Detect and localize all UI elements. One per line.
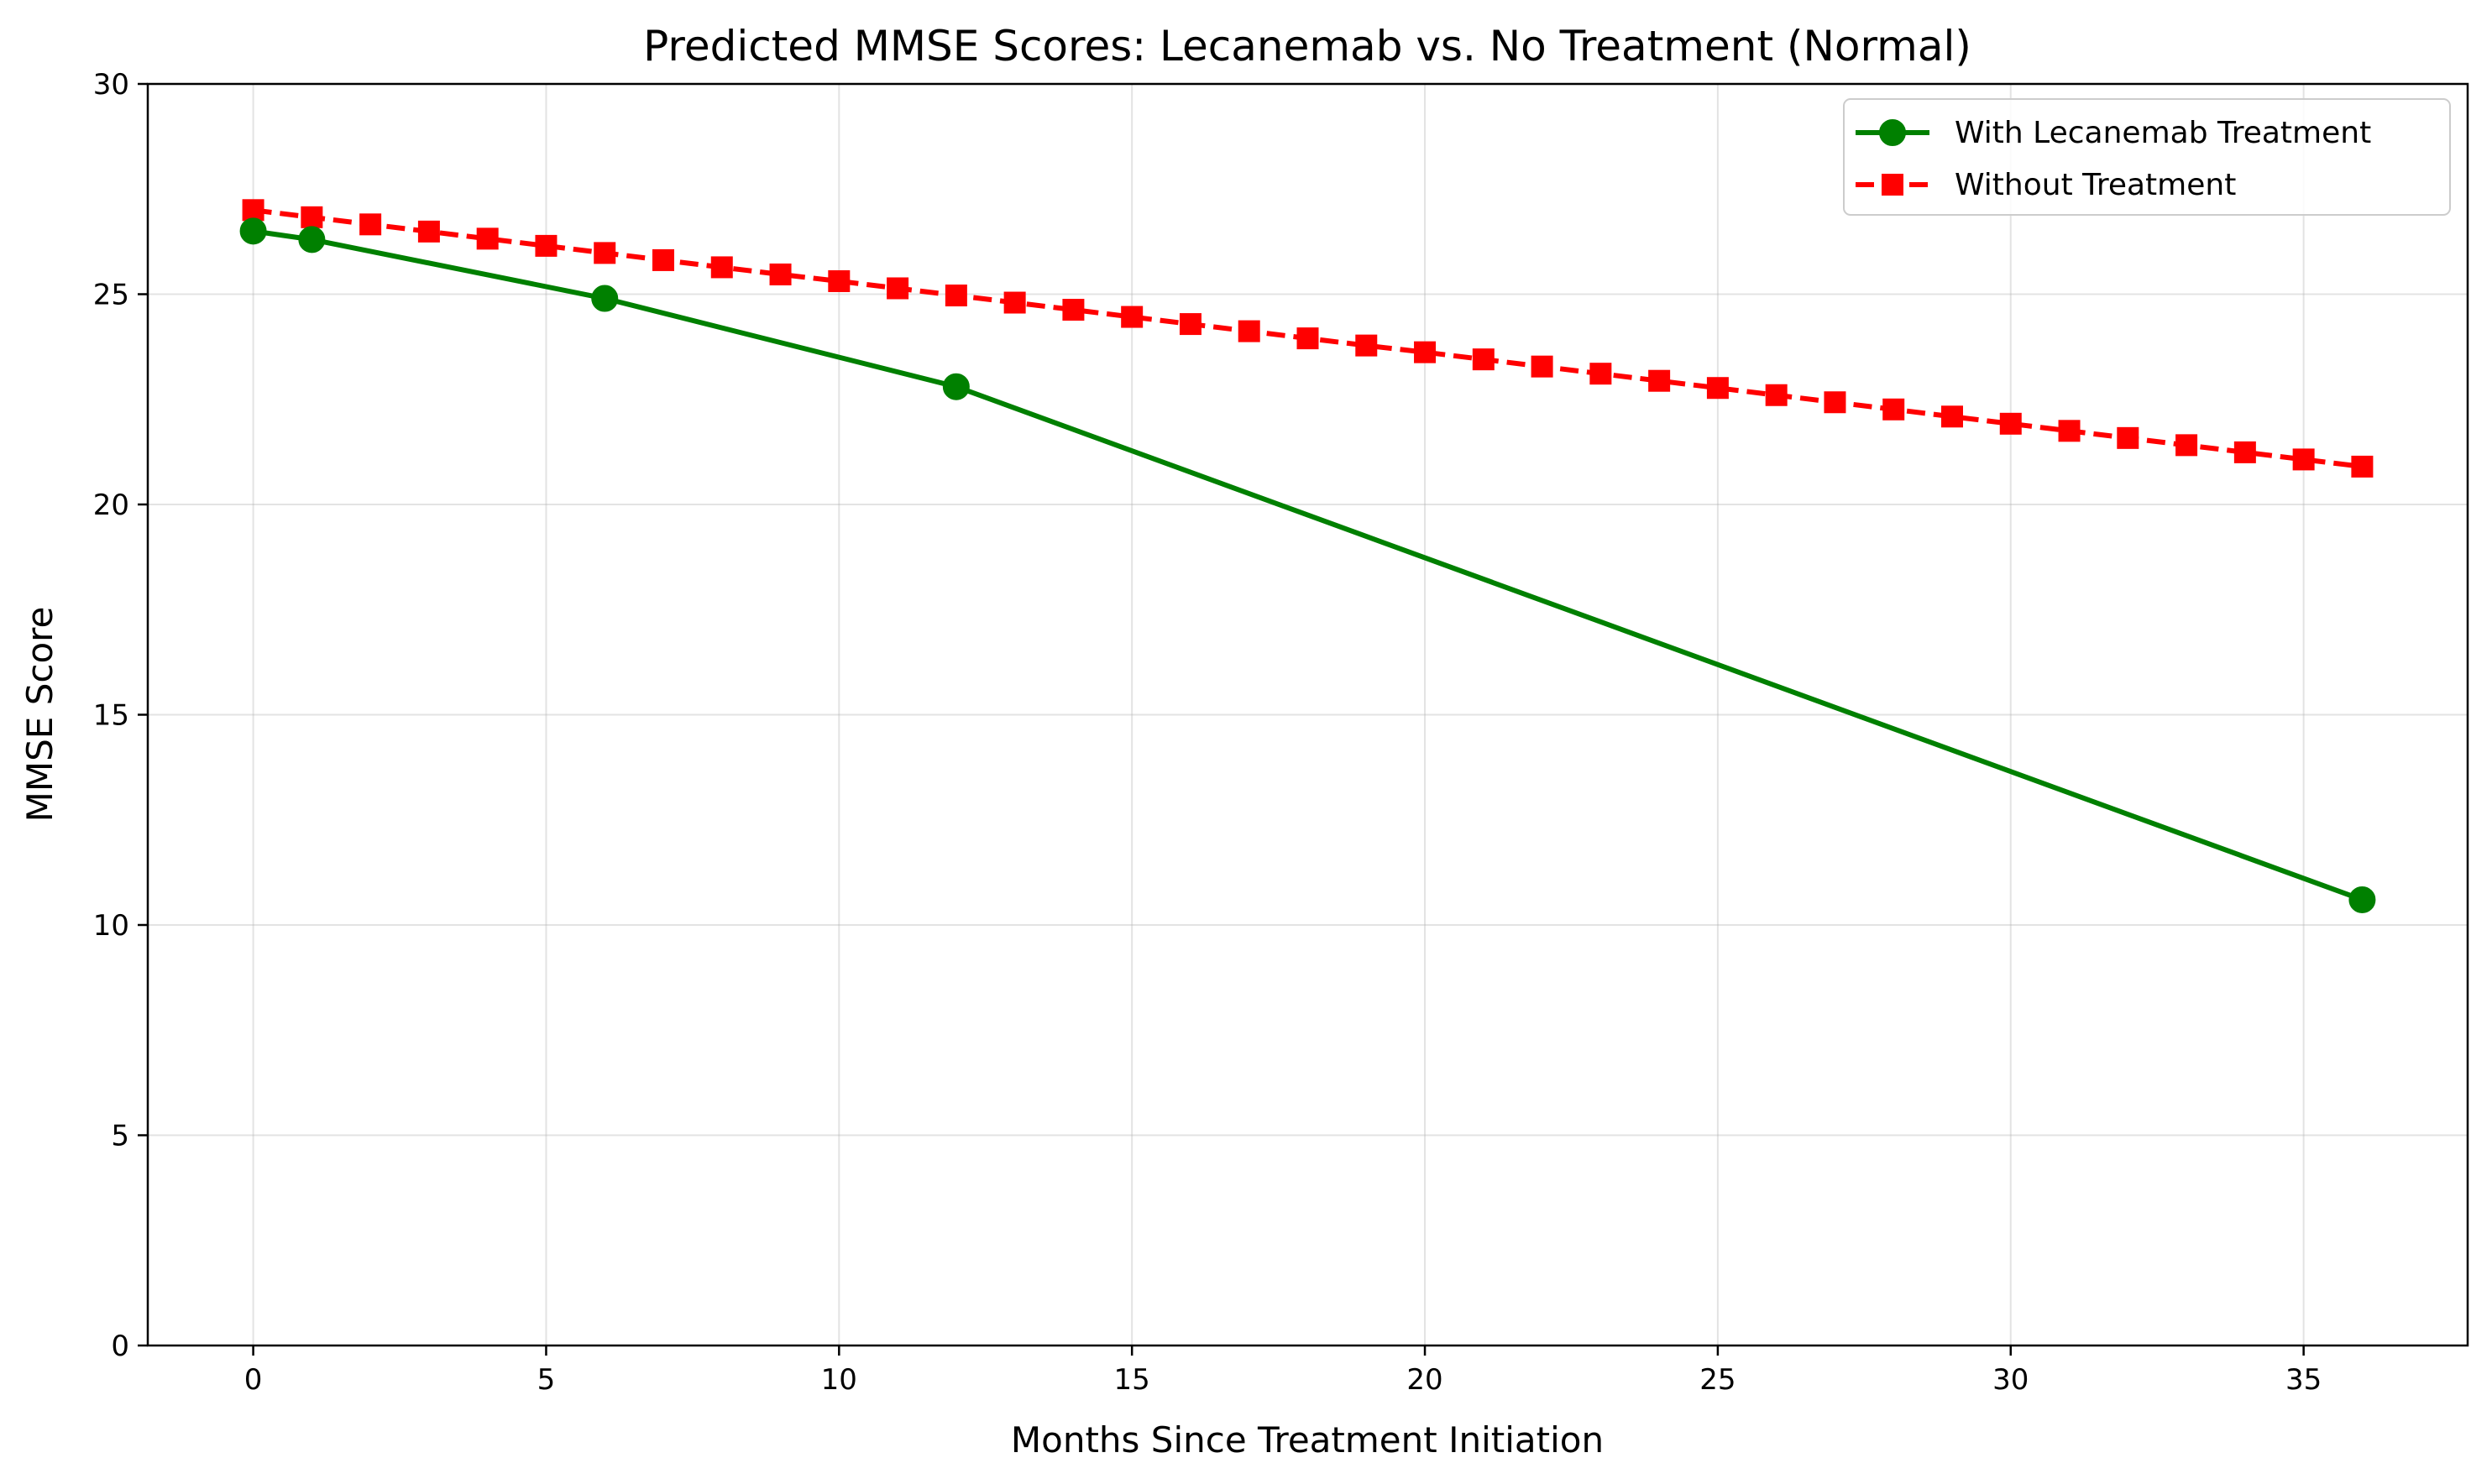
x-axis-title: Months Since Treatment Initiation [1011, 1419, 1604, 1460]
data-point-without-treatment [1062, 299, 1085, 321]
data-point-with-treatment [239, 217, 267, 245]
x-tick-label: 20 [1406, 1363, 1442, 1397]
legend: With Lecanemab Treatment Without Treatmen… [1843, 98, 2451, 216]
data-point-without-treatment [945, 285, 967, 307]
y-tick-label: 5 [111, 1120, 129, 1153]
x-tick-label: 10 [821, 1363, 857, 1397]
data-point-without-treatment [476, 227, 499, 250]
y-tick-label: 20 [93, 489, 129, 522]
data-point-without-treatment [2117, 426, 2139, 449]
data-point-without-treatment [652, 248, 674, 271]
data-point-without-treatment [1472, 348, 1495, 371]
data-point-without-treatment [828, 269, 851, 292]
data-point-without-treatment [1706, 377, 1729, 400]
data-point-without-treatment [1296, 327, 1319, 350]
y-tick-label: 30 [93, 68, 129, 102]
x-tick-label: 35 [2285, 1363, 2322, 1397]
x-tick-label: 25 [1699, 1363, 1736, 1397]
y-tick-label: 10 [93, 909, 129, 943]
data-point-without-treatment [2233, 441, 2256, 463]
data-point-without-treatment [887, 277, 909, 300]
data-point-without-treatment [1589, 363, 1612, 385]
data-point-without-treatment [1179, 313, 1202, 336]
data-point-without-treatment [535, 234, 558, 257]
data-point-without-treatment [359, 213, 382, 236]
legend-box [1843, 98, 2451, 216]
data-point-without-treatment [1999, 412, 2022, 435]
chart-title: Predicted MMSE Scores: Lecanemab vs. No … [643, 22, 1971, 71]
data-point-without-treatment [710, 256, 733, 279]
data-point-without-treatment [2175, 434, 2198, 457]
legend-marker-with-treatment [1879, 119, 1906, 146]
data-point-without-treatment [1531, 355, 1553, 378]
legend-label-without-treatment: Without Treatment [1955, 168, 2236, 202]
data-point-without-treatment [1941, 405, 1963, 428]
data-point-with-treatment [2348, 886, 2376, 913]
data-point-without-treatment [769, 263, 792, 285]
axis-ticks: 0 5 10 15 20 25 30 35 0 5 10 15 20 25 30 [93, 68, 2322, 1397]
y-axis-title: MMSE Score [19, 607, 60, 823]
legend-marker-without-treatment [1882, 174, 1903, 196]
x-tick-label: 5 [537, 1363, 556, 1397]
data-point-without-treatment [1882, 398, 1905, 421]
series-layer [239, 199, 2376, 913]
x-tick-label: 30 [1992, 1363, 2029, 1397]
data-point-without-treatment [1238, 320, 1260, 342]
x-tick-label: 0 [244, 1363, 263, 1397]
data-point-with-treatment [298, 226, 326, 253]
x-tick-label: 15 [1114, 1363, 1150, 1397]
data-point-without-treatment [1003, 291, 1026, 314]
data-point-without-treatment [1824, 391, 1846, 414]
legend-label-with-treatment: With Lecanemab Treatment [1955, 116, 2371, 150]
data-point-without-treatment [301, 206, 323, 228]
y-tick-label: 0 [111, 1330, 129, 1363]
y-tick-label: 25 [93, 279, 129, 312]
data-point-without-treatment [2351, 455, 2374, 478]
data-point-with-treatment [591, 285, 619, 312]
data-point-without-treatment [1765, 384, 1788, 406]
data-point-without-treatment [1355, 334, 1378, 357]
data-point-without-treatment [594, 242, 616, 264]
series-with-treatment [239, 217, 2376, 913]
data-point-without-treatment [1648, 369, 1671, 392]
y-tick-label: 15 [93, 699, 129, 733]
data-point-without-treatment [242, 199, 264, 222]
data-point-with-treatment [942, 373, 970, 400]
data-point-without-treatment [1414, 341, 1437, 363]
data-point-without-treatment [2058, 420, 2081, 442]
data-point-without-treatment [1121, 306, 1144, 328]
data-point-without-treatment [2292, 448, 2315, 471]
data-point-without-treatment [417, 220, 440, 243]
